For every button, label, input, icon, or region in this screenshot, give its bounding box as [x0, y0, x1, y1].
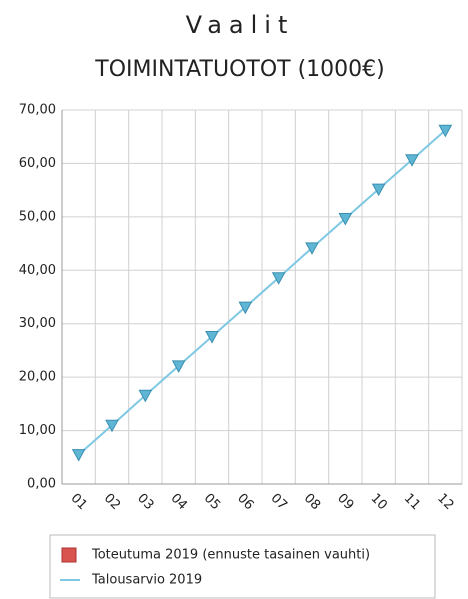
x-tick-label: 04: [168, 491, 190, 513]
x-tick-label: 06: [234, 491, 256, 513]
point-marker: [105, 419, 119, 433]
x-tick-label: 02: [101, 491, 123, 513]
legend-label: Talousarvio 2019: [91, 573, 202, 588]
point-marker: [205, 331, 219, 344]
x-tick-label: 11: [401, 491, 423, 513]
y-tick-label: 20,00: [19, 370, 56, 385]
point-marker: [438, 124, 453, 138]
y-tick-label: 0,00: [27, 477, 56, 492]
chart-subtitle: TOIMINTATUOTOT (1000€): [94, 57, 384, 82]
y-tick-label: 30,00: [19, 316, 56, 331]
x-tick-label: 07: [268, 491, 290, 513]
point-marker: [271, 272, 286, 285]
x-tick-label: 01: [68, 491, 90, 513]
y-tick-label: 60,00: [19, 156, 56, 171]
x-tick-label: 09: [334, 491, 356, 513]
x-tick-label: 08: [301, 491, 323, 513]
legend-box: [49, 534, 436, 599]
y-tick-label: 70,00: [19, 103, 56, 118]
x-tick-label: 05: [201, 491, 223, 513]
point-marker: [405, 154, 419, 167]
point-marker: [338, 212, 353, 226]
y-tick-label: 10,00: [19, 423, 56, 438]
x-tick-label: 12: [434, 491, 456, 513]
y-tick-label: 50,00: [19, 209, 56, 224]
chart-title: Vaalit: [186, 11, 295, 39]
point-marker: [71, 449, 86, 462]
point-marker: [238, 301, 253, 315]
point-marker: [171, 360, 186, 373]
point-marker: [305, 242, 319, 255]
legend-label: Toteutuma 2019 (ennuste tasainen vauhti): [91, 548, 370, 563]
x-tick-label: 03: [134, 491, 156, 513]
y-tick-label: 40,00: [19, 263, 56, 278]
legend-swatch: [61, 547, 77, 563]
point-marker: [371, 183, 386, 197]
point-marker: [138, 389, 153, 403]
x-tick-label: 10: [368, 491, 390, 513]
